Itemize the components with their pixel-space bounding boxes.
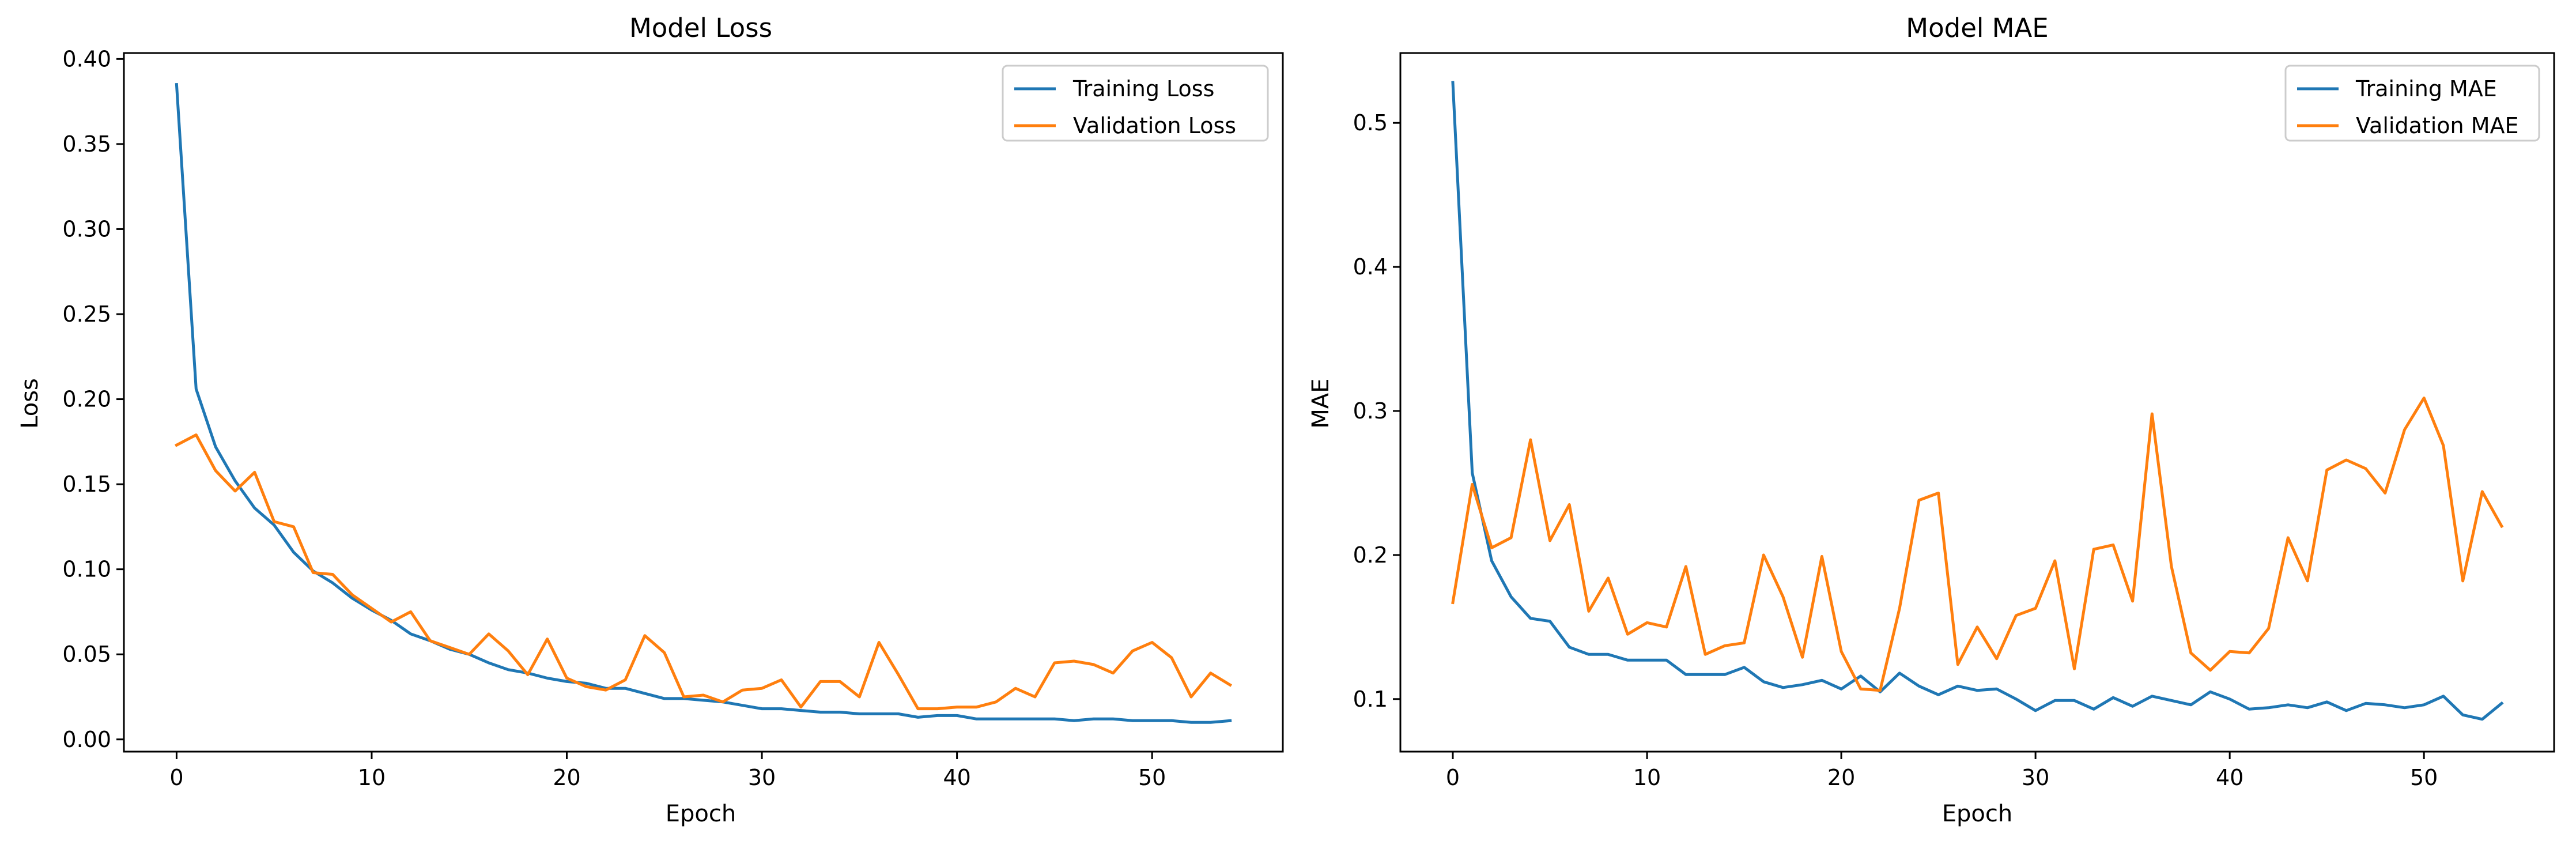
loss-series-line-training	[175, 82, 1232, 724]
mae-y-tick-label: 0.3	[1353, 398, 1388, 424]
mae-x-tick-label: 40	[2216, 765, 2243, 790]
mae-x-tick-label: 10	[1633, 765, 1661, 790]
mae-legend: Training MAE Validation MAE	[2284, 65, 2540, 142]
loss-legend: Training Loss Validation Loss	[1002, 65, 1269, 142]
loss-series-line-validation	[175, 433, 1233, 711]
mae-x-tick-label: 50	[2410, 765, 2438, 790]
mae-x-tick-label: 20	[1827, 765, 1855, 790]
mae-chart-x-axis-label: Epoch	[1942, 801, 2012, 827]
mae-legend-box	[2284, 65, 2540, 142]
mae-legend-label-training: Training MAE	[2355, 76, 2497, 101]
loss-chart-panel: Model Loss Epoch Loss 0 10 20 30 40 50 0.00 0.0…	[17, 13, 1284, 827]
mae-chart-y-axis-label: MAE	[1308, 378, 1334, 428]
loss-y-tick-label: 0.00	[62, 727, 111, 752]
loss-x-tick-label: 30	[748, 765, 776, 790]
mae-legend-label-validation: Validation MAE	[2356, 113, 2519, 138]
mae-y-tick-label: 0.4	[1353, 254, 1388, 280]
mae-series-line-validation	[1451, 397, 2504, 692]
loss-plot-frame	[123, 52, 1284, 753]
loss-chart-y-axis-label: Loss	[17, 378, 43, 429]
loss-x-tick-label: 10	[358, 765, 386, 790]
loss-x-tick-label: 50	[1138, 765, 1166, 790]
loss-y-tick-label: 0.05	[62, 642, 111, 667]
loss-y-tick-label: 0.30	[62, 216, 111, 242]
mae-chart-title: Model MAE	[1906, 13, 2048, 43]
mae-y-tick-label: 0.5	[1353, 110, 1388, 135]
loss-legend-box	[1002, 65, 1269, 142]
loss-y-tick-label: 0.20	[62, 387, 111, 412]
mae-series-line-training	[1451, 81, 2504, 721]
loss-legend-label-training: Training Loss	[1072, 76, 1214, 101]
loss-y-tick-label: 0.25	[62, 301, 111, 327]
mae-x-tick-label: 0	[1446, 765, 1460, 790]
mae-plot-frame	[1399, 52, 2555, 753]
loss-chart-title: Model Loss	[629, 13, 772, 43]
mae-y-tick-label: 0.2	[1353, 542, 1388, 568]
loss-y-tick-label: 0.35	[62, 131, 111, 157]
loss-x-tick-label: 0	[169, 765, 183, 790]
loss-y-tick-label: 0.40	[62, 46, 111, 71]
loss-y-tick-label: 0.15	[62, 471, 111, 497]
mae-y-tick-label: 0.1	[1353, 686, 1388, 712]
loss-legend-label-validation: Validation Loss	[1073, 113, 1236, 138]
loss-x-tick-label: 20	[553, 765, 580, 790]
mae-chart-panel: Model MAE Epoch MAE 0 10 20 30 40 50 0.1 0.2 0.3…	[1308, 13, 2555, 827]
loss-y-tick-label: 0.10	[62, 557, 111, 582]
loss-x-tick-label: 40	[943, 765, 970, 790]
mae-x-tick-label: 30	[2022, 765, 2049, 790]
loss-chart-x-axis-label: Epoch	[666, 801, 736, 827]
